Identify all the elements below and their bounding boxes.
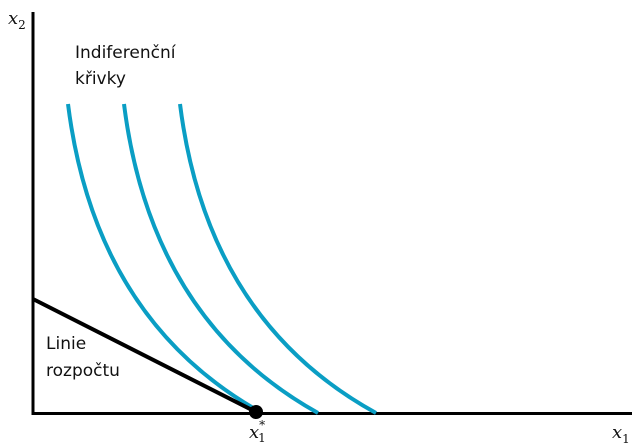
x-axis-label-x: x xyxy=(612,422,622,443)
x-axis-label: x1 xyxy=(612,422,630,444)
indifference-curve-3 xyxy=(178,103,377,415)
optimum-label-sup: * xyxy=(259,418,265,432)
y-axis-label: x2 xyxy=(8,8,26,32)
indifference-curve-2 xyxy=(122,103,319,415)
y-axis-label-sub: 2 xyxy=(18,18,26,32)
budget-line xyxy=(32,297,257,414)
x-axis-label-sub: 1 xyxy=(622,432,630,444)
optimum-label: x* 1 xyxy=(249,418,266,444)
budget-label-line1: Linie xyxy=(46,334,86,354)
optimum-point xyxy=(249,405,263,419)
budget-label-line2: rozpočtu xyxy=(46,361,120,381)
optimum-label-sub: 1 xyxy=(258,431,266,444)
y-axis-label-x: x xyxy=(8,8,18,29)
indifference-curve-1 xyxy=(66,103,263,415)
indifference-label-line2: křivky xyxy=(75,69,126,89)
indifference-label-line1: Indiferenční xyxy=(75,43,177,63)
optimum-label-x: x xyxy=(249,422,259,443)
